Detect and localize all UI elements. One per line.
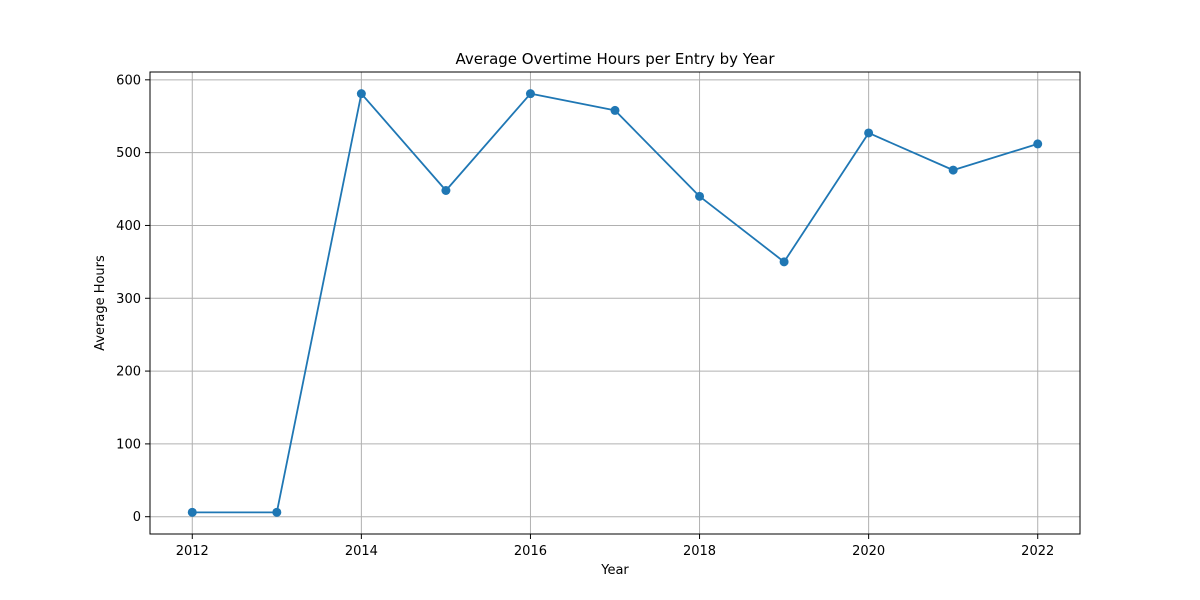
y-tick-label: 500 (116, 146, 141, 161)
y-tick-label: 0 (133, 510, 141, 525)
x-tick-label: 2022 (1021, 544, 1054, 559)
series-layer (187, 89, 1043, 517)
x-tick-label: 2020 (852, 544, 885, 559)
x-tick-label: 2012 (176, 544, 209, 559)
y-tick-label: 300 (116, 292, 141, 307)
x-tick-label: 2018 (683, 544, 716, 559)
plot-frame (149, 71, 1081, 535)
ticks: 2012 2014 2016 2018 2020 2022 0 100 200 300 400 500… (116, 73, 1054, 559)
chart-title: Average Overtime Hours per Entry by Year (455, 50, 775, 68)
data-point (525, 89, 535, 99)
data-point (695, 191, 705, 201)
y-tick-label: 100 (116, 437, 141, 452)
series-line (191, 92, 1039, 514)
plot-border (149, 71, 1081, 535)
x-tick-label: 2014 (345, 544, 378, 559)
data-point (864, 128, 874, 138)
y-tick-label: 400 (116, 219, 141, 234)
y-tick-label: 600 (116, 73, 141, 88)
data-point (441, 186, 451, 196)
data-point (356, 89, 366, 99)
data-point (779, 257, 789, 267)
grid-lines (150, 72, 1080, 534)
x-axis-label: Year (600, 563, 629, 578)
data-point (948, 165, 958, 175)
y-tick-label: 200 (116, 365, 141, 380)
data-point (187, 507, 197, 517)
x-tick-label: 2016 (514, 544, 547, 559)
y-axis-label: Average Hours (93, 255, 108, 351)
data-point (272, 507, 282, 517)
data-point (1033, 139, 1043, 149)
data-point (610, 105, 620, 115)
